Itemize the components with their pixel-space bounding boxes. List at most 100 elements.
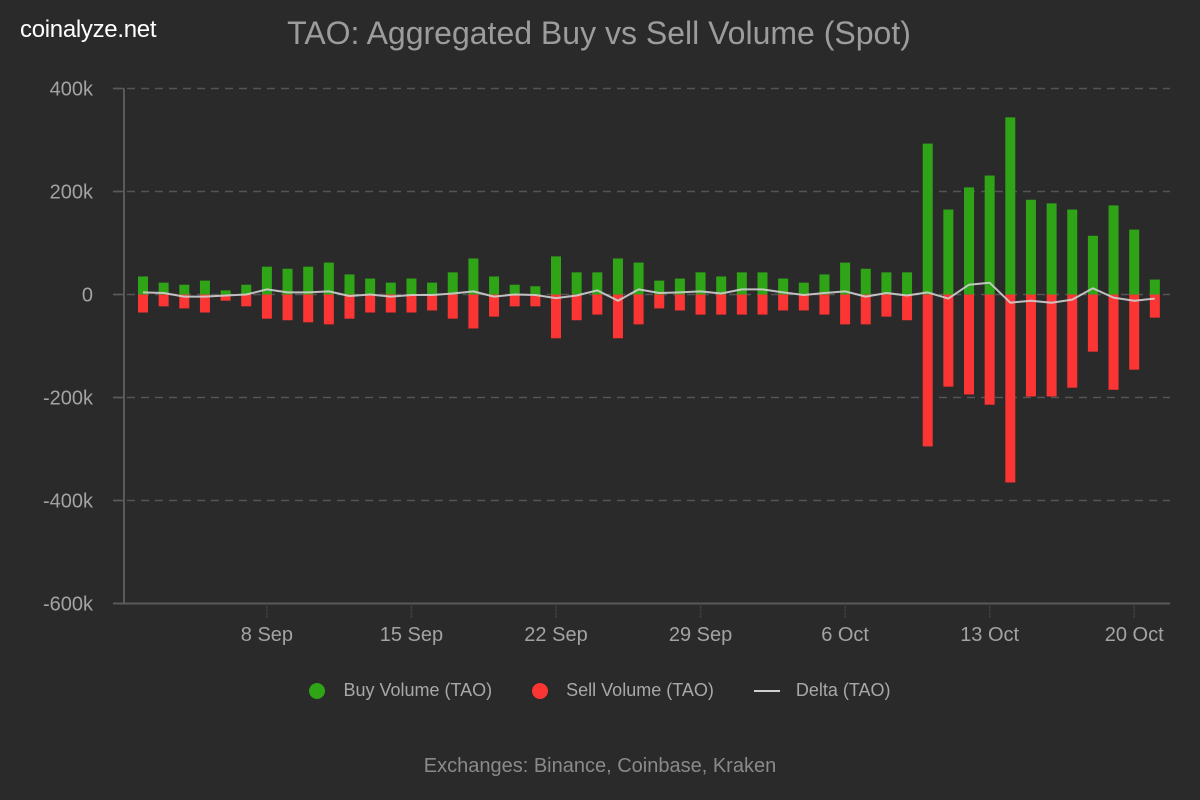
sell-bar	[964, 294, 974, 395]
sell-bar	[489, 294, 500, 317]
sell-bar	[138, 294, 148, 313]
buy-bar	[1108, 205, 1119, 295]
sell-bar	[220, 294, 231, 301]
sell-bar	[1108, 294, 1119, 390]
buy-bar	[282, 268, 293, 295]
sell-bar	[922, 294, 933, 447]
x-tick-label: 8 Sep	[241, 624, 293, 646]
buy-bar	[220, 290, 231, 295]
buy-bar	[860, 268, 871, 295]
y-tick-label: 0	[82, 285, 93, 307]
buy-bar	[551, 256, 561, 295]
buy-bar	[406, 278, 417, 295]
y-tick-label: 200k	[50, 182, 94, 204]
buy-bar	[695, 272, 706, 295]
sell-bar	[571, 294, 582, 321]
sell-bar	[1046, 294, 1057, 397]
sell-bar	[158, 294, 169, 307]
sell-bar	[551, 294, 561, 339]
x-tick-label: 15 Sep	[380, 624, 443, 646]
x-tick-label: 6 Oct	[821, 624, 869, 646]
sell-bar	[282, 294, 293, 321]
buy-bar	[468, 258, 479, 295]
sell-bar	[344, 294, 355, 319]
axis-layer	[113, 87, 1170, 619]
sell-bar	[1067, 294, 1078, 388]
buy-bar	[1087, 235, 1098, 295]
y-tick-label: -600k	[43, 594, 94, 616]
sell-bar	[365, 294, 376, 313]
sell-bar	[447, 294, 458, 319]
buy-bar	[674, 278, 685, 295]
sell-bar	[323, 294, 334, 325]
buy-bar	[757, 272, 768, 295]
buy-bar	[1149, 279, 1160, 295]
buy-bar	[819, 274, 830, 295]
brand-logo[interactable]: coinalyze.net	[20, 16, 157, 43]
sell-bar	[943, 294, 954, 387]
line-layer	[142, 281, 1155, 304]
chart-title-text: TAO: Aggregated Buy vs Sell Volume (Spot…	[287, 15, 911, 51]
sell-bar	[241, 294, 252, 307]
buy-bar	[798, 282, 809, 295]
buy-bar	[1046, 203, 1057, 295]
buy-bar	[881, 272, 892, 295]
y-tick-label: 400k	[50, 79, 94, 101]
sell-bar	[1005, 294, 1016, 483]
buy-bar	[509, 284, 520, 295]
buy-bar	[138, 276, 148, 295]
sell-bar	[798, 294, 809, 311]
chart-title: TAO: Aggregated Buy vs Sell Volume (Spot…	[0, 15, 1200, 52]
legend-sell-marker-icon	[532, 682, 549, 699]
buy-bar	[984, 175, 995, 295]
buy-bar	[778, 278, 789, 295]
sell-bar	[902, 294, 913, 321]
sell-bar	[509, 294, 520, 307]
bar-layer	[138, 117, 1160, 483]
sell-bar	[1087, 294, 1098, 352]
sell-bar	[199, 294, 210, 313]
buy-bar	[840, 262, 851, 295]
delta-line	[142, 281, 1155, 304]
buy-bar	[1067, 209, 1078, 295]
legend-item-sell[interactable]: Sell Volume (TAO)	[532, 680, 714, 701]
buy-bar	[241, 284, 252, 295]
buy-bar	[1025, 199, 1036, 295]
sell-bar	[1129, 294, 1140, 370]
buy-bar	[716, 276, 727, 295]
buy-bar	[1129, 229, 1140, 295]
y-tick-label: -200k	[43, 388, 94, 410]
sell-bar	[261, 294, 272, 319]
x-tick-label: 20 Oct	[1105, 624, 1164, 646]
sell-bar	[778, 294, 789, 311]
sell-bar	[736, 294, 747, 315]
buy-bar	[736, 272, 747, 295]
buy-bar	[365, 278, 376, 295]
buy-bar	[1005, 117, 1016, 295]
buy-bar	[633, 262, 644, 295]
buy-bar	[179, 284, 190, 295]
sell-bar	[654, 294, 665, 309]
buy-bar	[902, 272, 913, 295]
buy-bar	[261, 266, 272, 295]
buy-bar	[612, 258, 623, 295]
buy-bar	[592, 272, 603, 295]
sell-bar	[303, 294, 314, 323]
buy-bar	[323, 262, 334, 295]
sell-bar	[179, 294, 190, 309]
sell-bar	[1149, 294, 1160, 318]
legend-delta-label: Delta (TAO)	[795, 680, 891, 700]
buy-bar	[199, 280, 210, 295]
sell-bar	[984, 294, 995, 405]
legend-item-delta[interactable]: Delta (TAO)	[753, 680, 891, 701]
sell-bar	[530, 294, 541, 307]
legend-sell-label: Sell Volume (TAO)	[566, 680, 714, 700]
buy-bar	[530, 286, 541, 295]
sell-bar	[860, 294, 871, 325]
legend-buy-marker-icon	[309, 682, 326, 699]
legend-item-buy[interactable]: Buy Volume (TAO)	[309, 680, 492, 701]
buy-bar	[964, 187, 974, 295]
buy-bar	[427, 282, 438, 295]
buy-bar	[489, 276, 500, 295]
